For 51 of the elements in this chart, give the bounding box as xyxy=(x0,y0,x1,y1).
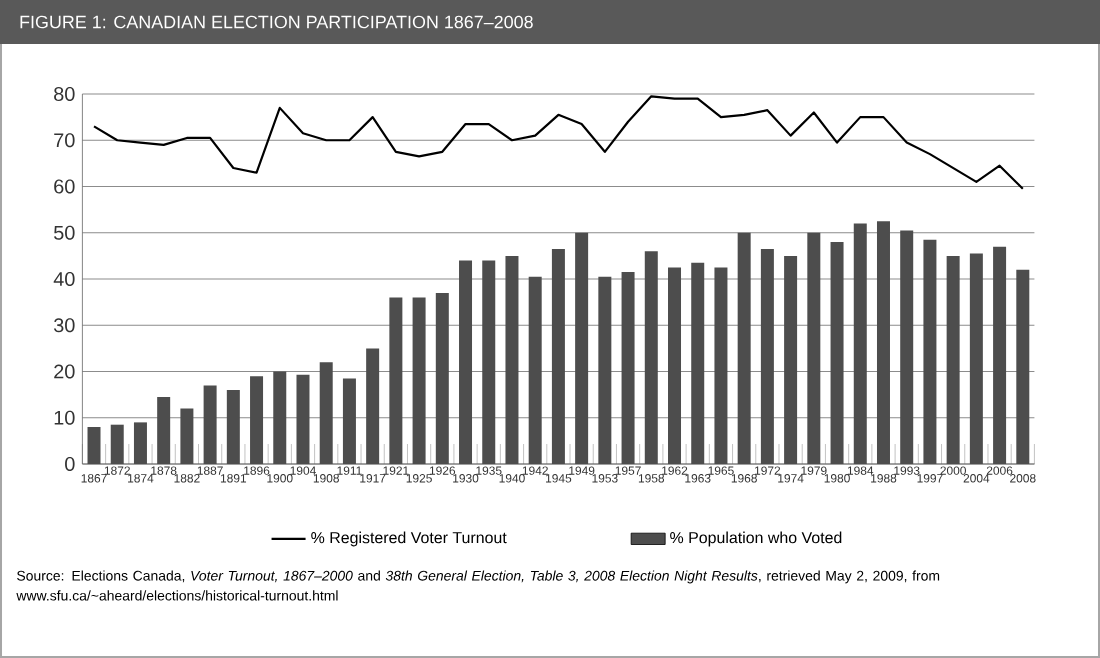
bar xyxy=(87,427,101,464)
bar xyxy=(505,255,519,464)
bar xyxy=(784,255,798,464)
bar xyxy=(807,232,821,464)
y-tick-label: 60 xyxy=(54,179,75,194)
bar xyxy=(110,424,124,464)
bar xyxy=(575,232,589,464)
bar xyxy=(969,253,983,464)
bar xyxy=(342,378,356,464)
bar xyxy=(273,371,287,464)
bar xyxy=(296,374,310,464)
bar xyxy=(737,232,751,464)
bar xyxy=(830,242,844,464)
bar xyxy=(1016,269,1030,464)
bar xyxy=(993,246,1007,464)
y-tick-label: 30 xyxy=(53,318,75,333)
y-tick-label: 0 xyxy=(65,456,75,472)
bar xyxy=(551,248,565,464)
chart-title: FIGURE 1: CANADIAN ELECTION PARTICIPATION 1867–2008 xyxy=(20,15,533,29)
bar xyxy=(946,255,960,464)
bar xyxy=(644,251,658,464)
bar xyxy=(621,272,635,464)
bar xyxy=(876,221,890,464)
bar xyxy=(319,362,333,464)
bar xyxy=(389,297,403,464)
y-tick-label: 10 xyxy=(54,410,75,425)
y-tick-label: 80 xyxy=(54,86,75,102)
bar xyxy=(668,267,682,464)
bar xyxy=(482,260,496,464)
bar xyxy=(900,230,914,464)
bar xyxy=(598,276,612,464)
bar xyxy=(435,292,449,464)
bar xyxy=(366,348,380,464)
bar xyxy=(459,260,473,464)
bar xyxy=(528,276,542,464)
bar xyxy=(412,297,426,464)
bar xyxy=(203,385,217,464)
bar xyxy=(760,248,774,464)
bar xyxy=(133,422,147,464)
bar xyxy=(226,390,240,464)
y-tick-label: 20 xyxy=(54,364,75,379)
bar xyxy=(691,262,705,464)
y-tick-label: 70 xyxy=(54,133,75,148)
y-tick-label: 50 xyxy=(54,225,75,240)
bar xyxy=(853,223,867,464)
bar xyxy=(180,408,194,464)
bar xyxy=(923,239,937,464)
bar xyxy=(157,396,171,464)
bar xyxy=(250,376,264,464)
y-tick-label: 40 xyxy=(53,271,75,287)
bar xyxy=(714,267,728,464)
